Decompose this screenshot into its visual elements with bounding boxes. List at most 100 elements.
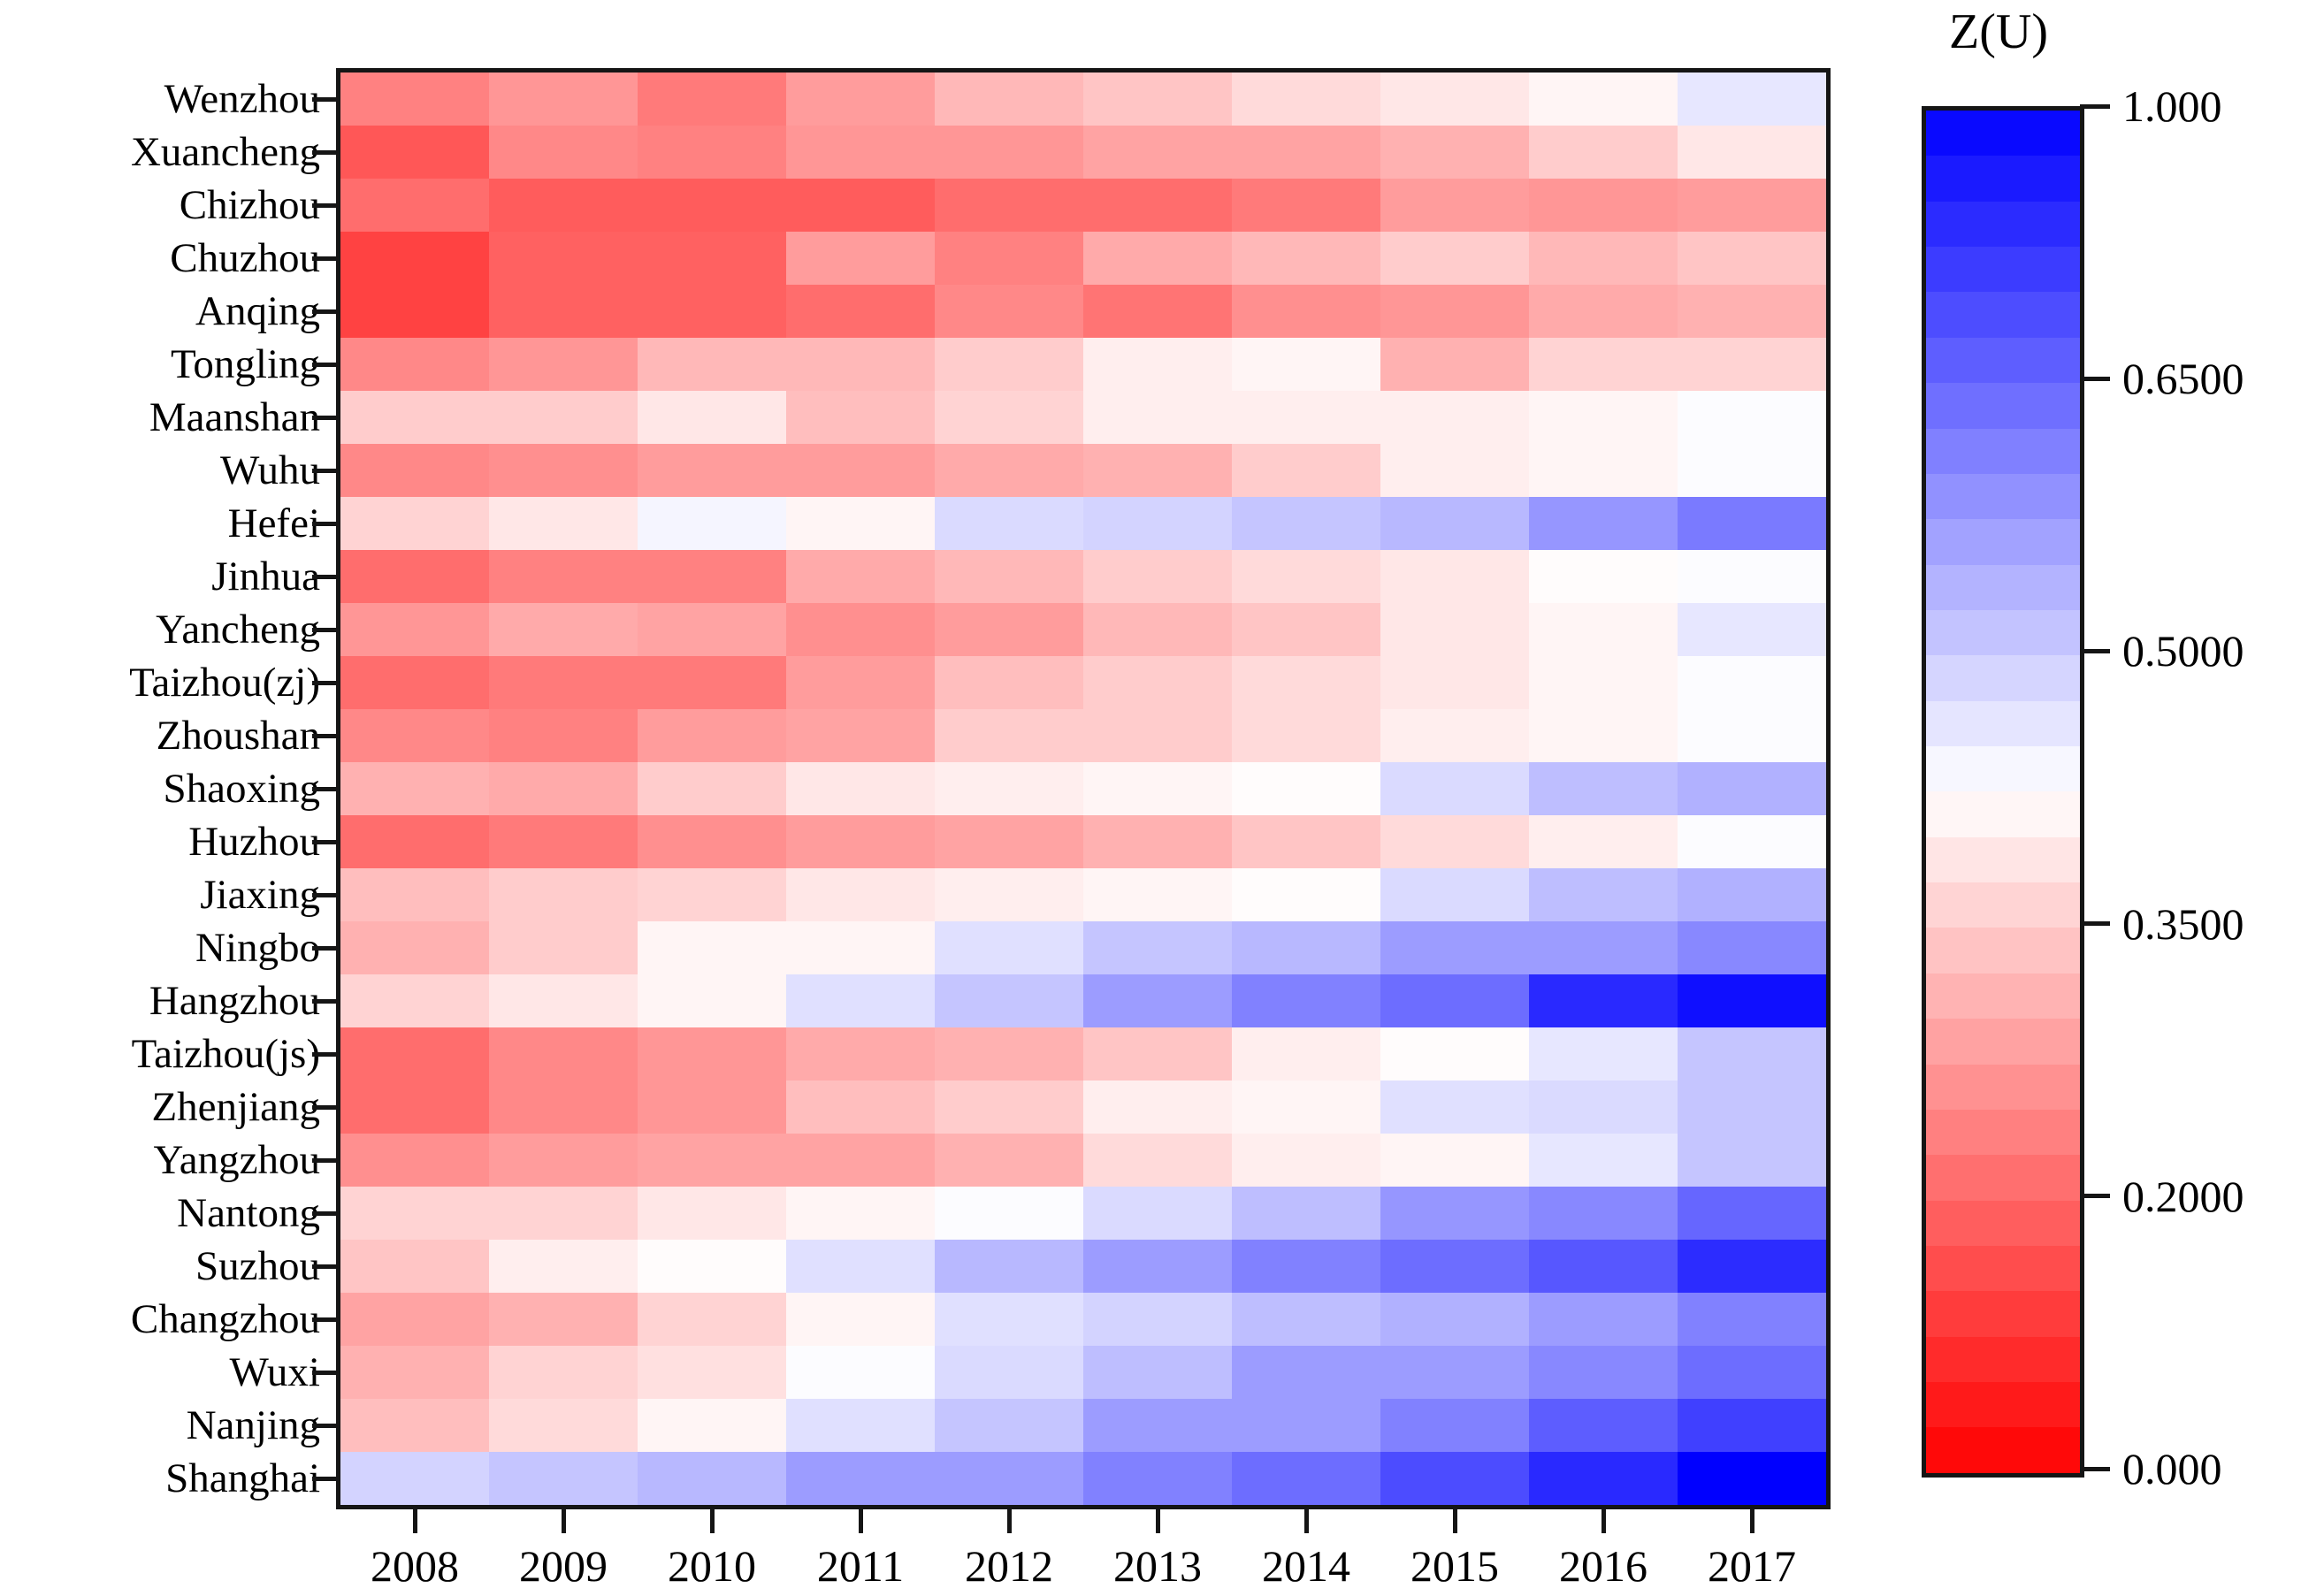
y-axis-label: Yangzhou	[153, 1137, 320, 1183]
colorbar-step	[1926, 1019, 2080, 1065]
heatmap-cell	[489, 1187, 638, 1240]
y-axis-tick	[312, 202, 340, 208]
heatmap-cell	[1678, 126, 1826, 179]
colorbar-tick	[2080, 376, 2110, 381]
colorbar-tick-label: 0.3500	[2122, 898, 2244, 949]
colorbar-step	[1926, 791, 2080, 837]
heatmap-cell	[935, 444, 1083, 497]
colorbar-step	[1926, 201, 2080, 248]
y-axis-label: Maanshan	[149, 394, 320, 440]
heatmap-cell	[935, 391, 1083, 444]
heatmap-cell	[638, 232, 786, 285]
y-axis-tick	[312, 362, 340, 367]
heatmap-cell	[786, 1399, 935, 1452]
heatmap-cell	[1529, 815, 1678, 868]
heatmap-cell	[1678, 285, 1826, 338]
heatmap-cell	[1529, 1399, 1678, 1452]
heatmap-cell	[935, 1134, 1083, 1187]
heatmap-cell	[1083, 444, 1232, 497]
x-axis-tick	[1006, 1505, 1012, 1533]
heatmap-cell	[935, 1081, 1083, 1134]
heatmap-cell	[340, 868, 489, 921]
y-axis-label: Huzhou	[188, 819, 320, 865]
heatmap-cell	[1083, 73, 1232, 126]
y-axis-tick	[312, 96, 340, 102]
x-axis-tick	[1452, 1505, 1457, 1533]
heatmap-cell	[340, 1399, 489, 1452]
y-axis-label: Wenzhou	[164, 76, 320, 122]
heatmap-cell	[638, 1399, 786, 1452]
heatmap-cell	[1083, 550, 1232, 603]
heatmap-cell	[489, 1399, 638, 1452]
heatmap-cell	[340, 815, 489, 868]
y-axis-tick	[312, 892, 340, 897]
heatmap-cell	[489, 762, 638, 815]
heatmap-cell	[638, 179, 786, 232]
heatmap-cell	[1380, 1187, 1529, 1240]
heatmap-cell	[1529, 179, 1678, 232]
colorbar-tick	[2080, 921, 2110, 927]
colorbar	[1922, 106, 2084, 1478]
heatmap-cell	[638, 1240, 786, 1293]
heatmap-cell	[340, 1187, 489, 1240]
y-axis-tick	[312, 574, 340, 579]
heatmap-cell	[638, 391, 786, 444]
heatmap-cell	[1380, 921, 1529, 974]
heatmap-cell	[1232, 550, 1380, 603]
heatmap-cell	[1678, 656, 1826, 709]
heatmap-cell	[638, 868, 786, 921]
heatmap-cell	[935, 709, 1083, 762]
heatmap-cell	[1083, 974, 1232, 1027]
heatmap-cell	[1678, 815, 1826, 868]
colorbar-tick-label: 0.6500	[2122, 354, 2244, 404]
heatmap-cell	[638, 1134, 786, 1187]
heatmap-cell	[1529, 73, 1678, 126]
y-axis-tick	[312, 680, 340, 685]
heatmap-cell	[1529, 1027, 1678, 1081]
y-axis-label: Wuxi	[229, 1349, 320, 1395]
colorbar-tick-label: 1.000	[2122, 81, 2222, 131]
heatmap-cell	[1678, 1293, 1826, 1346]
heatmap-cell	[489, 974, 638, 1027]
y-axis-tick	[312, 521, 340, 526]
heatmap-cell	[1083, 603, 1232, 656]
heatmap-cell	[1529, 603, 1678, 656]
heatmap-cell	[1529, 1293, 1678, 1346]
heatmap-cell	[935, 1452, 1083, 1505]
y-axis-tick	[312, 1210, 340, 1216]
x-axis-label: 2010	[668, 1541, 756, 1591]
heatmap-cell	[1232, 1346, 1380, 1399]
heatmap-cell	[340, 974, 489, 1027]
heatmap-cell	[1678, 974, 1826, 1027]
heatmap-cell	[786, 391, 935, 444]
heatmap-cell	[786, 815, 935, 868]
heatmap-cell	[1529, 656, 1678, 709]
colorbar-step	[1926, 882, 2080, 928]
heatmap-cell	[1678, 179, 1826, 232]
heatmap-cell	[489, 285, 638, 338]
y-axis-label: Jiaxing	[200, 872, 320, 918]
colorbar-step	[1926, 292, 2080, 338]
heatmap-cell	[1678, 1452, 1826, 1505]
y-axis-tick	[312, 1104, 340, 1110]
heatmap-cell	[489, 709, 638, 762]
heatmap-cell	[1678, 1399, 1826, 1452]
heatmap-cell	[1529, 391, 1678, 444]
heatmap-cell	[1678, 497, 1826, 550]
heatmap-cell	[786, 550, 935, 603]
heatmap-cell	[1380, 1134, 1529, 1187]
colorbar-step	[1926, 1336, 2080, 1383]
colorbar-step	[1926, 247, 2080, 293]
heatmap-cell	[1232, 1187, 1380, 1240]
heatmap-cell	[1232, 762, 1380, 815]
heatmap-cell	[638, 603, 786, 656]
y-axis-label: Nantong	[177, 1190, 320, 1236]
y-axis-tick	[312, 998, 340, 1004]
heatmap-cell	[489, 1134, 638, 1187]
y-axis-label: Zhoushan	[156, 713, 320, 759]
colorbar-step	[1926, 156, 2080, 202]
heatmap-cell	[638, 656, 786, 709]
heatmap-cell	[1678, 603, 1826, 656]
heatmap-cell	[1232, 1027, 1380, 1081]
heatmap-cell	[340, 1134, 489, 1187]
